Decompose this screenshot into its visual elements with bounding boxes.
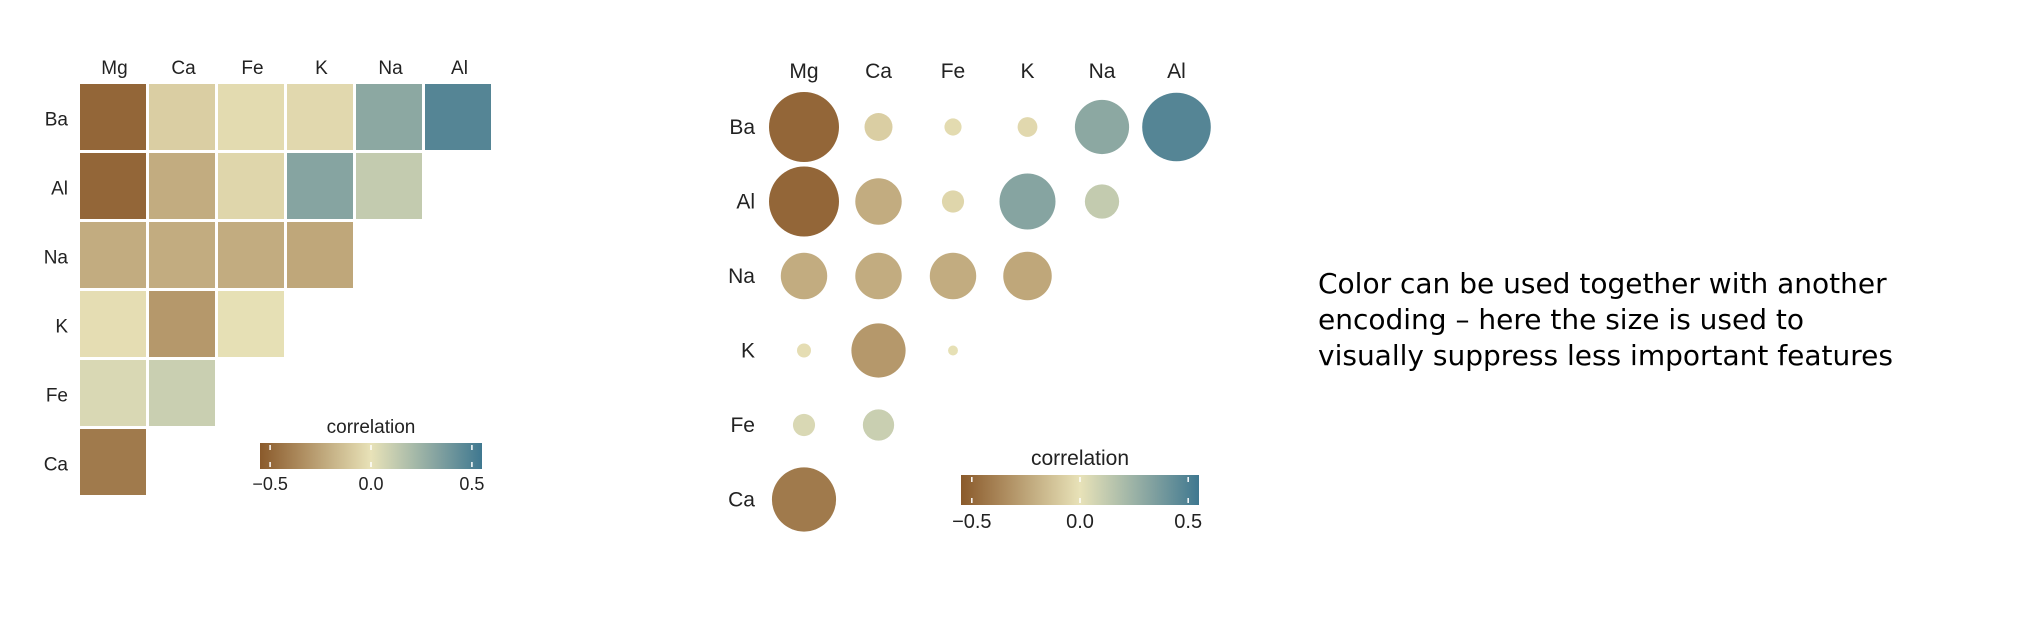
bubble-k-mg bbox=[797, 343, 811, 358]
heatmap-col-label-k: K bbox=[315, 58, 328, 79]
bubble-legend-tick-2: 0.5 bbox=[1174, 511, 1202, 533]
heatmap-cell-fe-ca bbox=[149, 360, 215, 426]
bubble-row-label-fe: Fe bbox=[730, 414, 755, 437]
bubble-row-label-al: Al bbox=[736, 191, 755, 214]
bubble-ba-k bbox=[1017, 117, 1038, 137]
heatmap-cell-k-ca bbox=[149, 291, 215, 357]
heatmap-col-label-fe: Fe bbox=[241, 58, 263, 79]
bubble-k-ca bbox=[851, 323, 906, 378]
heatmap-col-label-al: Al bbox=[451, 58, 468, 79]
heatmap-cell-ba-mg bbox=[80, 84, 146, 150]
bubble-col-label-k: K bbox=[1020, 60, 1034, 83]
bubble-al-mg bbox=[769, 166, 839, 237]
heatmap-row-label-na: Na bbox=[44, 248, 69, 269]
bubble-k-fe bbox=[948, 345, 958, 356]
bubble-fe-mg bbox=[792, 413, 816, 437]
bubble-ba-mg bbox=[769, 92, 839, 162]
bubble-legend-tick-0: −0.5 bbox=[952, 511, 991, 533]
caption: Color can be used together with another … bbox=[1318, 266, 2008, 374]
heatmap-cell-na-k bbox=[287, 222, 353, 288]
bubble-col-label-ca: Ca bbox=[865, 60, 892, 83]
bubble-ba-na bbox=[1074, 99, 1130, 155]
caption-line-2: encoding – here the size is used to bbox=[1318, 303, 1805, 336]
caption-line-1: Color can be used together with another bbox=[1318, 267, 1887, 300]
heatmap-cell-al-fe bbox=[218, 153, 284, 219]
heatmap-cell-na-ca bbox=[149, 222, 215, 288]
bubble-ba-al bbox=[1142, 92, 1211, 162]
bubble-al-fe bbox=[941, 190, 965, 213]
bubble-ca-mg bbox=[771, 467, 837, 532]
bubble-row-label-k: K bbox=[741, 340, 755, 363]
heatmap-row-label-ca: Ca bbox=[44, 455, 69, 476]
heatmap-cell-al-ca bbox=[149, 153, 215, 219]
heatmap-col-label-mg: Mg bbox=[101, 58, 127, 79]
heatmap-row-label-al: Al bbox=[51, 179, 68, 200]
heatmap-legend-title: correlation bbox=[327, 417, 416, 438]
heatmap-cell-ba-fe bbox=[218, 84, 284, 150]
heatmap-cell-ba-na bbox=[356, 84, 422, 150]
heatmap-col-label-ca: Ca bbox=[171, 58, 196, 79]
bubble-row-label-ba: Ba bbox=[729, 116, 755, 139]
bubble-na-mg bbox=[780, 252, 828, 300]
heatmap-cell-ca-mg bbox=[80, 429, 146, 495]
bubble-al-ca bbox=[855, 178, 902, 225]
bubble-row-label-ca: Ca bbox=[728, 489, 755, 512]
bubble-ba-fe bbox=[944, 118, 962, 136]
heatmap-cell-ba-ca bbox=[149, 84, 215, 150]
bubble-al-na bbox=[1084, 184, 1120, 219]
heatmap-cell-al-mg bbox=[80, 153, 146, 219]
bubble-legend-title: correlation bbox=[1031, 447, 1129, 470]
heatmap-cell-na-fe bbox=[218, 222, 284, 288]
heatmap-legend-tick-1: 0.0 bbox=[358, 474, 383, 494]
heatmap-cell-k-mg bbox=[80, 291, 146, 357]
bubble-ba-ca bbox=[864, 113, 893, 141]
caption-line-3: visually suppress less important feature… bbox=[1318, 339, 1893, 372]
heatmap-cell-al-k bbox=[287, 153, 353, 219]
bubble-legend-tick-1: 0.0 bbox=[1066, 511, 1094, 533]
bubble-na-ca bbox=[855, 252, 902, 300]
heatmap-row-label-k: K bbox=[55, 317, 68, 338]
bubble-na-fe bbox=[929, 252, 977, 300]
heatmap-cell-ba-al bbox=[425, 84, 491, 150]
heatmap-cell-ba-k bbox=[287, 84, 353, 150]
bubble-al-k bbox=[999, 173, 1056, 230]
bubble-fe-ca bbox=[862, 409, 895, 441]
bubble-na-k bbox=[1003, 251, 1052, 301]
heatmap-row-label-ba: Ba bbox=[45, 110, 69, 131]
heatmap-legend-tick-0: −0.5 bbox=[252, 474, 288, 494]
bubble-row-label-na: Na bbox=[728, 265, 755, 288]
heatmap-cell-al-na bbox=[356, 153, 422, 219]
heatmap-cell-na-mg bbox=[80, 222, 146, 288]
bubble-col-label-mg: Mg bbox=[789, 60, 818, 83]
bubble-col-label-fe: Fe bbox=[941, 60, 966, 83]
correlation-bubble-matrix: Mg Ca Fe K Na Al Ba Al Na K Fe Ca correlation −0.5 0.0… bbox=[728, 60, 1211, 533]
bubble-col-label-na: Na bbox=[1089, 60, 1116, 83]
heatmap-col-label-na: Na bbox=[378, 58, 403, 79]
heatmap-legend-tick-2: 0.5 bbox=[459, 474, 484, 494]
heatmap-cell-k-fe bbox=[218, 291, 284, 357]
heatmap-row-label-fe: Fe bbox=[46, 386, 68, 407]
bubble-col-label-al: Al bbox=[1167, 60, 1186, 83]
correlation-heatmap: Mg Ca Fe K Na Al Ba Al Na K Fe Ca correlation −0.5 0.0… bbox=[44, 58, 491, 495]
heatmap-cell-fe-mg bbox=[80, 360, 146, 426]
